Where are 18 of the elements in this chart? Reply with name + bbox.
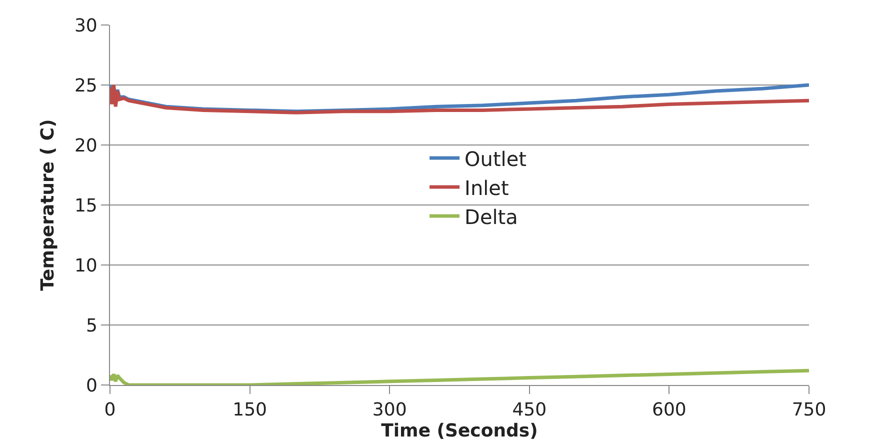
legend-label: Outlet — [464, 146, 527, 171]
y-tick-label: 0 — [86, 375, 98, 396]
y-tick-label: 30 — [74, 15, 98, 36]
y-tick-label: 25 — [74, 75, 98, 96]
x-tick-label: 450 — [512, 400, 547, 421]
y-tick-label: 10 — [74, 255, 98, 276]
y-tick-label: 15 — [74, 195, 98, 216]
x-tick-label: 600 — [652, 400, 686, 421]
x-tick-label: 300 — [372, 400, 407, 421]
legend-label: Inlet — [464, 176, 509, 200]
y-axis-title: Temperature ( C) — [38, 119, 59, 291]
x-tick-label: 150 — [232, 400, 267, 421]
legend-label: Delta — [464, 204, 518, 229]
x-tick-label: 750 — [792, 400, 826, 421]
y-tick-label: 20 — [74, 135, 98, 156]
x-axis-title: Time (Seconds) — [381, 420, 538, 442]
x-tick-label: 0 — [104, 400, 116, 421]
y-tick-label: 5 — [86, 315, 98, 336]
